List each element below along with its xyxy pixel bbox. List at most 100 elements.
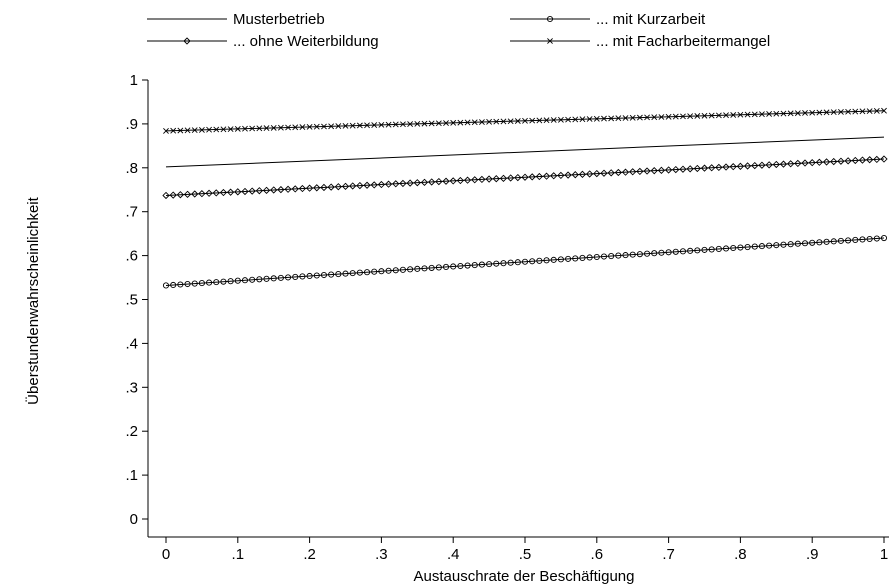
series-ohne-weiterbildung-marker <box>428 178 436 186</box>
series-mit-kurzarbeit-marker <box>651 250 658 257</box>
series-mit-kurzarbeit-marker <box>457 262 464 270</box>
series-ohne-weiterbildung-marker <box>392 180 400 188</box>
series-ohne-weiterbildung-marker <box>758 161 766 169</box>
series-ohne-weiterbildung-marker <box>708 164 716 172</box>
series-ohne-weiterbildung-marker <box>384 180 393 188</box>
series-mit-facharbeitermangel-marker <box>866 108 873 115</box>
series-mit-facharbeitermangel-marker <box>414 120 421 127</box>
series-ohne-weiterbildung-marker <box>399 179 407 188</box>
legend-item-ohne-weiterbildung-marker <box>183 37 191 45</box>
series-ohne-weiterbildung-marker <box>643 167 651 175</box>
series-ohne-weiterbildung-marker <box>327 183 335 191</box>
series-mit-kurzarbeit-marker <box>249 276 256 283</box>
series-mit-kurzarbeit-marker <box>363 269 371 276</box>
series-ohne-weiterbildung <box>162 155 888 200</box>
series-ohne-weiterbildung-marker <box>270 186 278 194</box>
series-mit-facharbeitermangel-marker <box>371 122 378 128</box>
x-tick-label: .3 <box>375 546 388 563</box>
series-mit-facharbeitermangel-marker <box>170 127 177 134</box>
series-ohne-weiterbildung-marker <box>449 177 457 185</box>
series-ohne-weiterbildung-marker <box>815 158 824 166</box>
series-mit-kurzarbeit-marker <box>162 282 170 289</box>
series-mit-kurzarbeit-marker <box>600 253 608 260</box>
series-ohne-weiterbildung-marker <box>205 189 213 197</box>
series-ohne-weiterbildung-marker <box>636 167 644 176</box>
series-mit-facharbeitermangel-marker <box>177 127 184 134</box>
series-ohne-weiterbildung-marker <box>528 173 536 181</box>
series-mit-kurzarbeit-marker <box>873 235 880 242</box>
series-mit-kurzarbeit-marker <box>270 275 277 282</box>
series-mit-kurzarbeit-marker <box>241 277 249 284</box>
series-mit-kurzarbeit-marker <box>170 281 177 289</box>
legend-item-musterbetrieb-label: Musterbetrieb <box>233 11 325 28</box>
series-mit-facharbeitermangel-marker <box>766 111 773 117</box>
legend-item-mit-kurzarbeit-marker <box>546 15 554 23</box>
legend-item-musterbetrieb: Musterbetrieb <box>147 11 325 28</box>
series-ohne-weiterbildung-marker <box>585 170 594 178</box>
series-mit-facharbeitermangel-marker <box>242 125 248 132</box>
series-mit-facharbeitermangel-marker <box>593 115 600 122</box>
series-ohne-weiterbildung-marker <box>255 187 263 195</box>
series-ohne-weiterbildung-marker <box>837 157 845 165</box>
series-ohne-weiterbildung-marker <box>499 174 508 182</box>
series-mit-facharbeitermangel-marker <box>737 111 744 118</box>
series-mit-facharbeitermangel-marker <box>859 108 866 115</box>
series-ohne-weiterbildung-marker <box>621 168 630 176</box>
series-mit-facharbeitermangel-marker <box>270 124 277 131</box>
series-mit-facharbeitermangel-marker <box>206 126 212 133</box>
series-musterbetrieb-line <box>165 136 885 168</box>
series-mit-facharbeitermangel-marker <box>794 110 801 117</box>
series-mit-kurzarbeit-marker <box>521 258 529 265</box>
series-mit-kurzarbeit-marker <box>658 249 665 256</box>
legend: Musterbetrieb ... mit Kurzarbeit ... ohne … <box>147 11 770 50</box>
series-ohne-weiterbildung-marker <box>743 162 752 170</box>
series-mit-kurzarbeit-marker <box>435 264 442 271</box>
series-mit-kurzarbeit-marker <box>371 268 378 275</box>
series-mit-facharbeitermangel-marker <box>536 117 543 124</box>
series-mit-facharbeitermangel-marker <box>730 112 737 118</box>
series-ohne-weiterbildung-marker <box>629 168 637 176</box>
series-mit-facharbeitermangel-marker <box>723 112 729 119</box>
series-mit-kurzarbeit-marker <box>206 279 213 286</box>
series-ohne-weiterbildung-marker <box>822 158 831 166</box>
series-ohne-weiterbildung-marker <box>262 186 271 194</box>
series-ohne-weiterbildung-marker <box>463 176 472 184</box>
series-mit-kurzarbeit-marker <box>335 271 342 278</box>
series-ohne-weiterbildung-marker <box>722 163 730 171</box>
series-mit-facharbeitermangel-marker <box>816 109 823 116</box>
series-mit-kurzarbeit-marker <box>177 281 184 288</box>
series-mit-facharbeitermangel-marker <box>392 121 399 128</box>
series-mit-kurzarbeit-marker <box>500 260 507 267</box>
series-mit-facharbeitermangel-marker <box>852 108 859 115</box>
series-ohne-weiterbildung-marker <box>241 187 249 196</box>
series-mit-facharbeitermangel-marker <box>400 121 406 128</box>
series-mit-facharbeitermangel-marker <box>701 112 708 119</box>
series-mit-kurzarbeit-marker <box>766 242 773 249</box>
series-ohne-weiterbildung-marker <box>873 155 881 164</box>
series-mit-kurzarbeit-marker <box>450 263 457 270</box>
series-ohne-weiterbildung-marker <box>420 178 429 186</box>
series-mit-facharbeitermangel-marker <box>335 123 342 129</box>
series-mit-kurzarbeit-marker <box>859 236 866 243</box>
series-ohne-weiterbildung-marker <box>305 184 314 192</box>
series-mit-kurzarbeit-marker <box>213 279 220 286</box>
series-mit-kurzarbeit-marker <box>837 237 844 244</box>
series-mit-kurzarbeit-marker <box>701 246 708 253</box>
series-mit-facharbeitermangel-marker <box>464 119 471 126</box>
series-ohne-weiterbildung-marker <box>456 176 465 185</box>
series-ohne-weiterbildung-marker <box>858 156 867 164</box>
series-ohne-weiterbildung-marker <box>664 166 673 174</box>
series-ohne-weiterbildung-marker <box>406 179 414 187</box>
series-mit-facharbeitermangel-marker <box>450 119 457 126</box>
series-mit-facharbeitermangel-marker <box>687 113 694 120</box>
series-ohne-weiterbildung-marker <box>808 159 816 167</box>
series-mit-facharbeitermangel-marker <box>479 119 485 125</box>
series-mit-facharbeitermangel-marker <box>636 114 643 121</box>
series-mit-facharbeitermangel-marker <box>428 120 435 127</box>
series-mit-facharbeitermangel-marker <box>715 112 722 119</box>
series-mit-kurzarbeit-marker <box>184 280 191 288</box>
series-ohne-weiterbildung-marker <box>471 176 479 184</box>
series-mit-facharbeitermangel-marker <box>529 117 536 124</box>
series-mit-facharbeitermangel-marker <box>313 123 320 130</box>
series-mit-facharbeitermangel <box>163 107 887 134</box>
